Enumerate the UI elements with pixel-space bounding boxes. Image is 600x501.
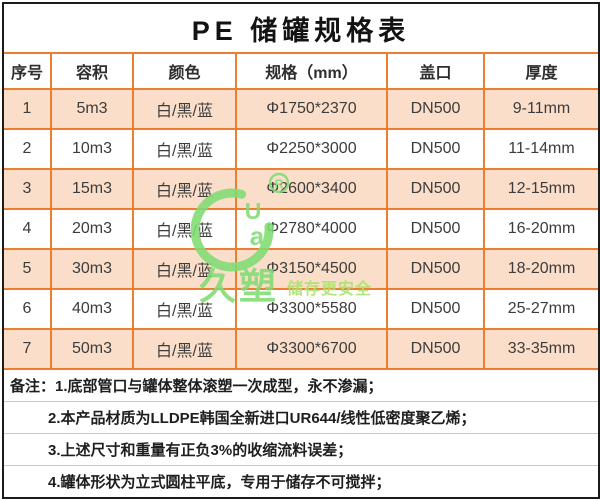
note-line: 4.罐体形状为立式圆柱平底，专用于储存不可搅拌；: [4, 466, 598, 497]
cell-cap-port: DN500: [388, 90, 485, 130]
notes-section: 备注： 1.底部管口与罐体整体滚塑一次成型，永不渗漏； 2.本产品材质为LLDPE…: [4, 370, 598, 497]
table-row: 5 30m3 白/黑/蓝 Φ3150*4500 DN500 18-20mm: [4, 250, 598, 290]
cell-color: 白/黑/蓝: [134, 170, 237, 210]
cell-serial: 7: [4, 330, 52, 370]
note-text: 3.上述尺寸和重量有正负3%的收缩流料误差；: [48, 442, 353, 459]
cell-thickness: 11-14mm: [485, 130, 598, 170]
cell-thickness: 16-20mm: [485, 210, 598, 250]
cell-color: 白/黑/蓝: [134, 330, 237, 370]
table-row: 7 50m3 白/黑/蓝 Φ3300*6700 DN500 33-35mm: [4, 330, 598, 370]
table-row: 6 40m3 白/黑/蓝 Φ3300*5580 DN500 25-27mm: [4, 290, 598, 330]
header-capacity: 容积: [52, 54, 134, 90]
cell-thickness: 25-27mm: [485, 290, 598, 330]
table-row: 1 5m3 白/黑/蓝 Φ1750*2370 DN500 9-11mm: [4, 90, 598, 130]
cell-serial: 4: [4, 210, 52, 250]
cell-color: 白/黑/蓝: [134, 250, 237, 290]
cell-spec: Φ2250*3000: [237, 130, 388, 170]
header-thickness: 厚度: [485, 54, 598, 90]
cell-color: 白/黑/蓝: [134, 90, 237, 130]
cell-capacity: 5m3: [52, 90, 134, 130]
cell-color: 白/黑/蓝: [134, 290, 237, 330]
cell-capacity: 10m3: [52, 130, 134, 170]
table-title-text: PE 储罐规格表: [191, 15, 411, 46]
cell-serial: 5: [4, 250, 52, 290]
note-line: 2.本产品材质为LLDPE韩国全新进口UR644/线性低密度聚乙烯；: [4, 402, 598, 434]
table-row: 2 10m3 白/黑/蓝 Φ2250*3000 DN500 11-14mm: [4, 130, 598, 170]
cell-cap-port: DN500: [388, 210, 485, 250]
header-cap-port: 盖口: [388, 54, 485, 90]
cell-color: 白/黑/蓝: [134, 210, 237, 250]
note-line: 3.上述尺寸和重量有正负3%的收缩流料误差；: [4, 434, 598, 466]
note-text: 4.罐体形状为立式圆柱平底，专用于储存不可搅拌；: [48, 474, 391, 491]
table-row: 4 20m3 白/黑/蓝 Φ2780*4000 DN500 16-20mm: [4, 210, 598, 250]
cell-thickness: 33-35mm: [485, 330, 598, 370]
cell-color: 白/黑/蓝: [134, 130, 237, 170]
cell-cap-port: DN500: [388, 330, 485, 370]
cell-spec: Φ2600*3400: [237, 170, 388, 210]
cell-thickness: 12-15mm: [485, 170, 598, 210]
header-spec-mm: 规格（mm）: [237, 54, 388, 90]
cell-capacity: 20m3: [52, 210, 134, 250]
cell-capacity: 30m3: [52, 250, 134, 290]
cell-spec: Φ3300*6700: [237, 330, 388, 370]
note-text: 2.本产品材质为LLDPE韩国全新进口UR644/线性低密度聚乙烯；: [48, 410, 476, 427]
cell-serial: 2: [4, 130, 52, 170]
table-title: PE 储罐规格表: [4, 4, 598, 54]
cell-cap-port: DN500: [388, 290, 485, 330]
cell-serial: 3: [4, 170, 52, 210]
cell-spec: Φ3300*5580: [237, 290, 388, 330]
notes-label: 备注：: [10, 378, 56, 395]
cell-capacity: 15m3: [52, 170, 134, 210]
header-row: 序号 容积 颜色 规格（mm） 盖口 厚度: [4, 54, 598, 90]
cell-capacity: 50m3: [52, 330, 134, 370]
cell-serial: 6: [4, 290, 52, 330]
cell-thickness: 9-11mm: [485, 90, 598, 130]
cell-cap-port: DN500: [388, 130, 485, 170]
cell-serial: 1: [4, 90, 52, 130]
note-text: 1.底部管口与罐体整体滚塑一次成型，永不渗漏；: [55, 378, 383, 395]
cell-cap-port: DN500: [388, 170, 485, 210]
table-row: 3 15m3 白/黑/蓝 Φ2600*3400 DN500 12-15mm: [4, 170, 598, 210]
cell-cap-port: DN500: [388, 250, 485, 290]
cell-capacity: 40m3: [52, 290, 134, 330]
header-color: 颜色: [134, 54, 237, 90]
cell-thickness: 18-20mm: [485, 250, 598, 290]
cell-spec: Φ3150*4500: [237, 250, 388, 290]
cell-spec: Φ1750*2370: [237, 90, 388, 130]
cell-spec: Φ2780*4000: [237, 210, 388, 250]
note-line: 备注： 1.底部管口与罐体整体滚塑一次成型，永不渗漏；: [4, 370, 598, 402]
header-serial: 序号: [4, 54, 52, 90]
